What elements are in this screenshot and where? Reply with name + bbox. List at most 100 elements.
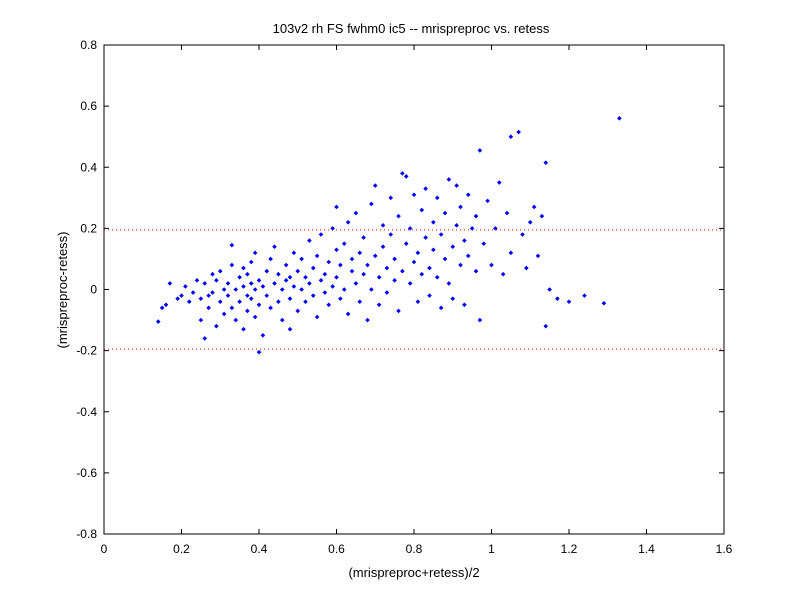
data-point <box>434 195 440 201</box>
data-point <box>210 290 215 295</box>
data-point <box>314 253 320 259</box>
data-point <box>307 238 312 243</box>
y-tick-label: 0.8 <box>80 38 97 52</box>
data-point <box>287 326 293 332</box>
data-point <box>159 305 165 311</box>
data-point <box>256 278 262 283</box>
y-axis-ticks: -0.8 -0.6 -0.4 -0.2 0 0.2 0.4 0.6 0.8 <box>76 38 724 541</box>
data-point <box>427 293 432 298</box>
data-point <box>365 262 370 268</box>
data-point <box>493 226 498 231</box>
data-point <box>465 253 471 259</box>
y-tick-label: 0.4 <box>80 160 97 174</box>
data-point <box>229 305 235 311</box>
x-tick-label: 1.6 <box>716 542 733 556</box>
data-point <box>372 183 378 188</box>
data-point <box>229 262 235 268</box>
data-point <box>291 284 297 289</box>
data-point <box>547 287 552 292</box>
data-point <box>202 336 208 341</box>
data-point <box>345 311 351 317</box>
data-point <box>380 223 386 228</box>
y-tick-label: -0.2 <box>76 344 97 358</box>
data-point <box>361 271 366 277</box>
data-point <box>473 268 479 274</box>
data-point <box>442 256 448 262</box>
data-point <box>283 278 289 283</box>
data-point <box>535 253 541 259</box>
data-point <box>190 290 196 295</box>
data-point <box>233 317 239 323</box>
data-point <box>241 326 246 332</box>
data-point <box>217 299 223 305</box>
data-point <box>403 241 409 246</box>
data-point <box>229 242 235 248</box>
data-point <box>260 284 266 289</box>
data-point <box>338 262 343 268</box>
data-point <box>384 265 390 271</box>
data-point <box>326 259 332 265</box>
data-point <box>279 287 285 292</box>
y-tick-label: -0.4 <box>76 405 97 419</box>
x-tick-label: 1.4 <box>638 542 655 556</box>
data-point <box>248 281 254 286</box>
data-point <box>264 293 270 298</box>
data-point <box>411 259 417 265</box>
data-point <box>338 296 343 301</box>
x-tick-label: 1 <box>488 542 495 556</box>
data-point <box>322 290 328 295</box>
data-point <box>345 219 351 225</box>
data-point <box>256 302 262 308</box>
data-point <box>508 250 514 256</box>
data-point <box>617 116 622 121</box>
data-point <box>582 293 587 298</box>
data-point <box>527 219 533 225</box>
data-point <box>431 219 436 225</box>
x-tick-label: 0.4 <box>251 542 268 556</box>
data-point <box>504 210 510 216</box>
data-point <box>276 299 281 305</box>
x-tick-label: 0.6 <box>328 542 345 556</box>
data-point <box>334 204 339 210</box>
y-tick-label: -0.8 <box>76 527 97 541</box>
y-tick-label: 0.6 <box>80 99 97 113</box>
data-point <box>423 186 428 191</box>
data-point <box>396 308 401 314</box>
data-point <box>194 278 200 283</box>
data-point <box>384 290 390 295</box>
data-point <box>334 247 339 253</box>
data-point <box>252 250 258 256</box>
data-point <box>477 148 483 153</box>
data-point <box>241 265 246 271</box>
data-point <box>272 281 277 286</box>
data-point <box>481 241 487 246</box>
y-axis-label: (mrispreproc-retess) <box>55 231 70 348</box>
data-point <box>299 287 304 292</box>
data-point <box>485 198 490 204</box>
data-point <box>341 287 347 292</box>
x-tick-label: 0.8 <box>406 542 423 556</box>
data-point <box>256 349 262 355</box>
data-point <box>353 281 359 286</box>
data-point <box>268 305 273 311</box>
data-point <box>330 226 335 231</box>
data-point <box>167 281 173 286</box>
data-point <box>543 323 549 329</box>
data-point <box>450 244 456 250</box>
data-point <box>245 308 250 314</box>
data-point <box>450 296 456 301</box>
data-point <box>330 284 335 289</box>
data-point <box>454 223 459 228</box>
data-point <box>237 274 242 280</box>
data-point <box>349 256 355 262</box>
x-tick-label: 0 <box>101 542 108 556</box>
data-point <box>462 238 467 243</box>
x-tick-label: 0.2 <box>173 542 190 556</box>
data-point <box>415 250 421 256</box>
data-point <box>217 268 223 274</box>
data-point <box>214 323 219 329</box>
data-point <box>396 213 401 219</box>
data-point <box>520 232 525 237</box>
data-point <box>496 180 502 185</box>
